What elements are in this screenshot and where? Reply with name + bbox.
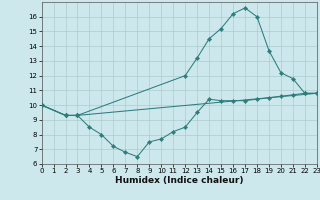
X-axis label: Humidex (Indice chaleur): Humidex (Indice chaleur) [115,176,244,185]
